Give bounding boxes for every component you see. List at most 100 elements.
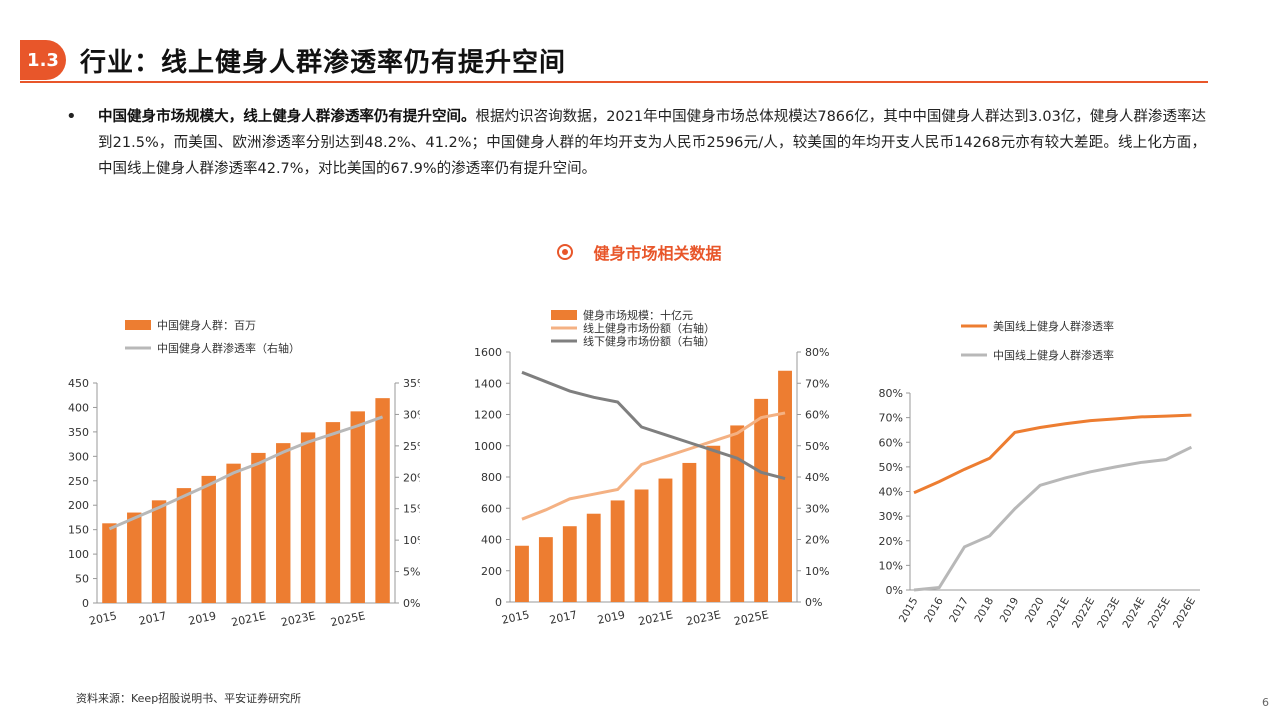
c1-left-tick-label: 400 [68, 401, 89, 414]
source-note: 资料来源：Keep招股说明书、平安证券研究所 [76, 692, 302, 705]
c1-bar [350, 411, 365, 603]
c2-right-tick-label: 70% [805, 377, 829, 390]
c2-legend-3-label: 线下健身市场份额（右轴） [583, 334, 715, 348]
c3-x-tick-label: 2019 [998, 596, 1022, 625]
slide-header: 1.3 行业：线上健身人群渗透率仍有提升空间 [20, 40, 566, 80]
c1-left-tick-label: 250 [68, 475, 89, 488]
c3-x-tick-label: 2015 [897, 596, 921, 625]
c2-line-1 [521, 411, 786, 521]
c1-x-tick-label: 2023E [280, 609, 317, 629]
c3-x-tick-label: 2026E [1171, 596, 1198, 631]
c1-bar [300, 432, 316, 603]
c2-legend-1-swatch [551, 310, 577, 320]
c1-right-tick-label: 0% [403, 597, 420, 610]
c1-x-tick-label: 2017 [138, 609, 168, 628]
c3-x-tick-label: 2020 [1023, 596, 1047, 625]
c2-right-tick-label: 80% [805, 346, 829, 359]
c3-x-tick-label: 2017 [947, 596, 971, 625]
page-title: 行业：线上健身人群渗透率仍有提升空间 [80, 47, 567, 78]
c1-bar [226, 463, 241, 603]
c1-left-tick-label: 50 [75, 573, 89, 586]
c2-right-tick-label: 10% [805, 565, 829, 578]
c1-right-tick-label: 15% [403, 503, 420, 516]
c2-right-tick-label: 0% [805, 596, 822, 609]
c1-x-tick-label: 2019 [187, 609, 217, 628]
summary-body: 根据灼识咨询数据，2021年中国健身市场总体规模达7866亿，其中中国健身人群达… [98, 109, 1206, 177]
c2-x-tick-label: 2025E [733, 608, 770, 628]
c2-bar [610, 500, 625, 602]
c1-right-tick-label: 25% [403, 440, 420, 453]
c3-x-tick-label: 2024E [1120, 596, 1147, 631]
c2-x-tick-label: 2021E [637, 608, 674, 628]
c3-y-tick-label: 70% [879, 412, 903, 425]
c3-y-tick-label: 60% [879, 436, 903, 449]
c2-left-tick-label: 400 [481, 534, 502, 547]
c2-left-tick-label: 200 [481, 565, 502, 578]
c3-x-tick-label: 2016 [922, 595, 946, 624]
bullet-marker: • [66, 106, 77, 127]
c2-left-tick-label: 1400 [474, 377, 502, 390]
section-title: 健身市场相关数据 [593, 244, 722, 263]
c1-bar [176, 488, 192, 603]
c1-bar [102, 523, 117, 603]
c1-left-tick-label: 0 [82, 597, 89, 610]
c3-x-tick-label: 2023E [1095, 596, 1122, 631]
c1-bar [151, 500, 167, 603]
c1-bar [251, 452, 266, 603]
c1-bar [201, 475, 216, 603]
title-underline [20, 81, 1208, 83]
c2-left-tick-label: 800 [481, 471, 502, 484]
c3-legend-2-label: 中国线上健身人群渗透率 [993, 348, 1114, 362]
c1-x-tick-label: 2021E [230, 609, 267, 629]
c3-line-1 [913, 413, 1192, 495]
c1-left-tick-label: 450 [68, 377, 89, 390]
c2-right-tick-label: 50% [805, 440, 829, 453]
c3-y-tick-label: 30% [879, 510, 903, 523]
c3-line-2 [913, 445, 1193, 592]
c1-bar [375, 398, 390, 603]
c1-line-1 [108, 415, 384, 531]
c2-left-tick-label: 0 [495, 596, 502, 609]
c3-y-tick-label: 10% [879, 559, 903, 572]
c2-legend-1-label: 健身市场规模：十亿元 [583, 308, 693, 322]
c3-x-tick-label: 2018 [972, 596, 996, 625]
c1-left-tick-label: 300 [68, 450, 89, 463]
c2-right-tick-label: 20% [805, 534, 829, 547]
c1-right-tick-label: 20% [403, 471, 420, 484]
c3-y-tick-label: 50% [879, 461, 903, 474]
c3-legend-1-label: 美国线上健身人群渗透率 [993, 319, 1114, 333]
c2-x-tick-label: 2023E [685, 608, 722, 628]
c2-bar [706, 445, 721, 602]
c2-bar [586, 513, 601, 602]
c1-right-tick-label: 30% [403, 408, 420, 421]
c1-left-tick-label: 100 [68, 548, 89, 561]
chart-fitness-population: 0 50 100 150 200 250 300 350 400 450 0% 5% 10% 15% 20%… [68, 318, 420, 629]
c2-left-tick-label: 1000 [474, 440, 502, 453]
section-heading: 健身市场相关数据 [0, 240, 1279, 264]
c1-right-tick-label: 10% [403, 534, 420, 547]
c1-right-tick-label: 35% [403, 377, 420, 390]
c2-bar [658, 478, 673, 602]
c2-right-tick-label: 40% [805, 471, 829, 484]
c3-y-tick-label: 20% [879, 535, 903, 548]
section-number-badge: 1.3 [20, 40, 66, 80]
c2-left-tick-label: 600 [481, 502, 502, 515]
target-icon [557, 244, 574, 260]
c2-right-tick-label: 30% [805, 502, 829, 515]
c1-bar [325, 422, 341, 603]
c2-x-tick-label: 2017 [548, 608, 578, 627]
c1-legend-1-swatch [125, 320, 151, 330]
c2-bar [634, 489, 649, 602]
c1-x-tick-label: 2015 [88, 609, 118, 628]
c2-x-tick-label: 2015 [500, 608, 530, 627]
c3-y-tick-label: 80% [879, 387, 903, 400]
c2-x-tick-label: 2019 [596, 608, 626, 627]
c2-right-tick-label: 60% [805, 409, 829, 422]
summary-paragraph: 中国健身市场规模大，线上健身人群渗透率仍有提升空间。根据灼识咨询数据，2021年… [98, 104, 1206, 182]
c1-bar [276, 443, 291, 603]
c2-bar [682, 462, 697, 602]
summary-lead: 中国健身市场规模大，线上健身人群渗透率仍有提升空间。 [98, 109, 476, 125]
page-number: 6 [1262, 696, 1269, 709]
c1-left-tick-label: 200 [68, 499, 89, 512]
c2-line-2 [521, 370, 786, 481]
